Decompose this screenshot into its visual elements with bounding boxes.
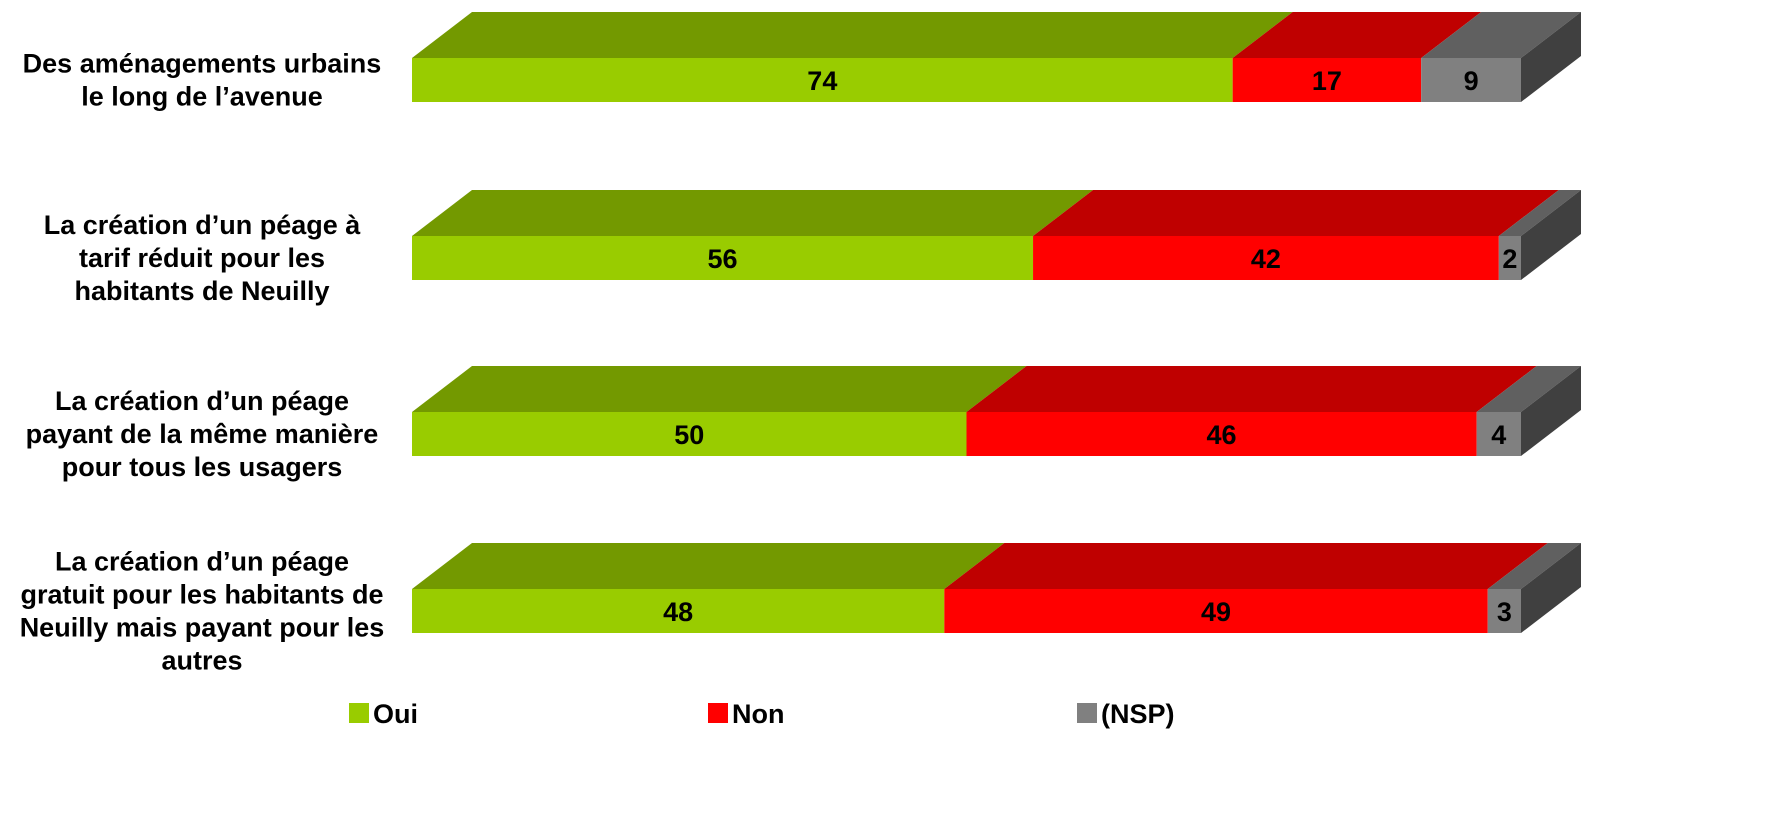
data-label-nsp-1: 2	[1502, 244, 1517, 274]
bar-oui-3	[412, 589, 945, 633]
bar-top-non-0	[1232, 12, 1482, 58]
bar-non-3	[944, 589, 1488, 633]
bar-top-oui-2	[412, 366, 1027, 412]
category-label-line: Des aménagements urbains	[23, 49, 382, 79]
category-label-0: Des aménagements urbains le long de l’ave…	[23, 49, 382, 112]
category-labels: Des aménagements urbains le long de l’ave…	[20, 49, 385, 676]
category-label-line: gratuit pour les habitants de	[20, 580, 383, 610]
category-label-line: le long de l’avenue	[81, 82, 323, 112]
data-label-non-3: 49	[1201, 597, 1231, 627]
bar-top-oui-1	[412, 190, 1094, 236]
category-label-1: La création d’un péage à tarif réduit pou…	[44, 210, 362, 306]
bar-top-nsp-3	[1487, 543, 1581, 589]
data-label-non-2: 46	[1207, 420, 1237, 450]
bar-top-non-1	[1033, 190, 1559, 236]
category-label-line: La création d’un péage à	[44, 210, 362, 240]
data-label-non-1: 42	[1251, 244, 1281, 274]
category-label-line: Neuilly mais payant pour les	[20, 613, 385, 643]
bar-nsp-0	[1421, 58, 1521, 102]
bar-top-nsp-1	[1498, 190, 1581, 236]
data-label-non-0: 17	[1312, 66, 1342, 96]
bar-side-1	[1521, 190, 1581, 280]
bar-top-non-2	[966, 366, 1537, 412]
category-label-line: La création d’un péage	[55, 547, 349, 577]
bar-non-1	[1033, 236, 1499, 280]
data-label-oui-0: 74	[807, 66, 837, 96]
bar-top-oui-3	[412, 543, 1005, 589]
bar-oui-2	[412, 412, 967, 456]
bar-top-non-3	[944, 543, 1548, 589]
bar-non-2	[966, 412, 1477, 456]
bar-top-nsp-2	[1476, 366, 1581, 412]
bar-nsp-3	[1487, 589, 1521, 633]
legend-swatch-oui	[349, 703, 369, 723]
bars-layer: 74 17 9 56 42 2 50 46 4 48 49 3	[412, 12, 1581, 633]
legend-swatch-non	[708, 703, 728, 723]
category-label-line: autres	[161, 646, 242, 676]
bar-side-2	[1521, 366, 1581, 456]
bar-nsp-2	[1476, 412, 1521, 456]
category-label-line: pour tous les usagers	[62, 452, 343, 482]
legend-label-oui: Oui	[373, 699, 418, 729]
data-label-nsp-0: 9	[1464, 66, 1479, 96]
legend-label-non: Non	[732, 699, 784, 729]
data-label-nsp-2: 4	[1491, 420, 1506, 450]
bar-top-oui-0	[412, 12, 1293, 58]
bar-non-0	[1232, 58, 1422, 102]
category-label-line: habitants de Neuilly	[74, 276, 329, 306]
category-label-line: tarif réduit pour les	[79, 243, 325, 273]
data-label-oui-1: 56	[707, 244, 737, 274]
category-label-line: La création d’un péage	[55, 386, 349, 416]
category-label-line: payant de la même manière	[26, 419, 379, 449]
data-label-oui-3: 48	[663, 597, 693, 627]
category-label-2: La création d’un péage payant de la même …	[26, 386, 379, 482]
data-label-nsp-3: 3	[1497, 597, 1512, 627]
bar-oui-0	[412, 58, 1233, 102]
legend-swatch-nsp	[1077, 703, 1097, 723]
bar-top-nsp-0	[1421, 12, 1581, 58]
legend: Oui Non (NSP)	[349, 699, 1175, 729]
category-label-3: La création d’un péage gratuit pour les h…	[20, 547, 385, 676]
bar-side-0	[1521, 12, 1581, 102]
legend-label-nsp: (NSP)	[1101, 699, 1175, 729]
bar-nsp-1	[1498, 236, 1521, 280]
bar-oui-1	[412, 236, 1034, 280]
data-label-oui-2: 50	[674, 420, 704, 450]
bar-side-3	[1521, 543, 1581, 633]
